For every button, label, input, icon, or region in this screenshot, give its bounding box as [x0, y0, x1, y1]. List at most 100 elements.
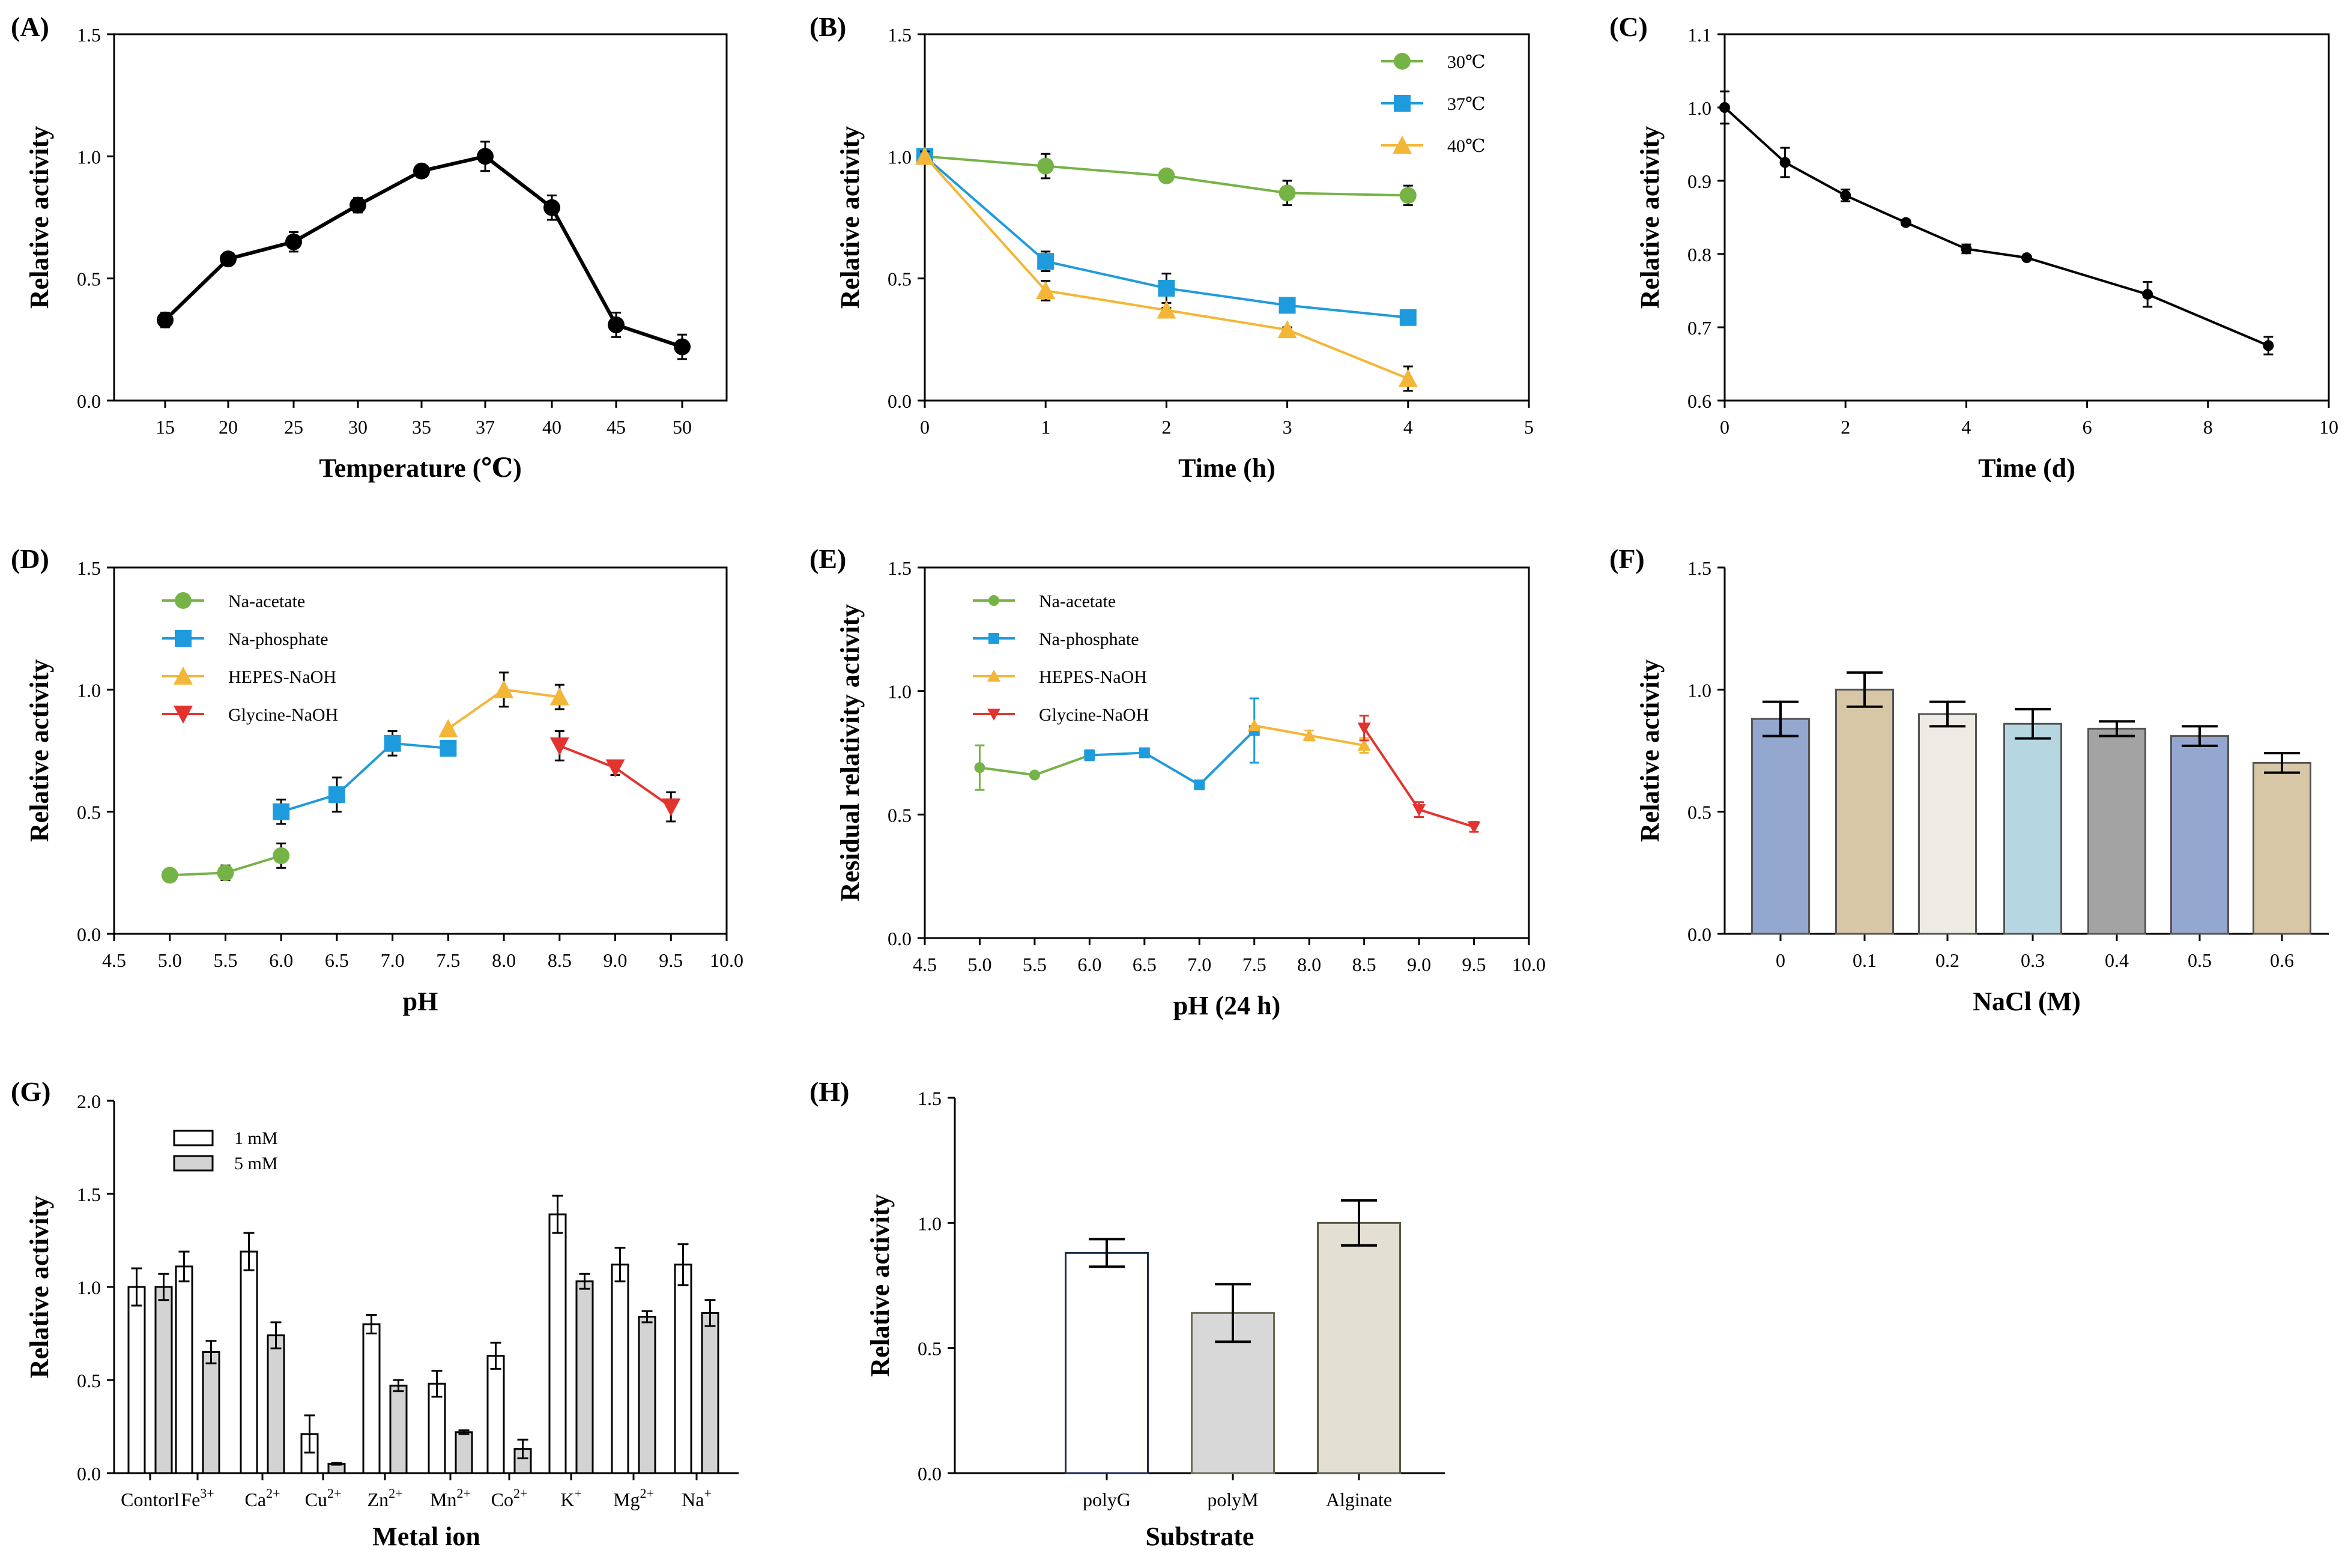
x-tick-label: 0.3: [2021, 949, 2045, 971]
data-point: [494, 680, 514, 698]
series-2: [1247, 719, 1371, 754]
x-tick-label: 2: [1161, 416, 1171, 438]
y-tick-label: 1.5: [77, 557, 101, 579]
ion-symbol: Cu: [305, 1489, 327, 1510]
panel-d: (D) 0.0 0.5 1.0 1.5 4.5 5.0 5.5 6.0 6.5 7.0 7.5 8.0 8…: [11, 543, 743, 1016]
data-point: [1357, 739, 1371, 751]
x-tick-label: Zn2+: [368, 1486, 403, 1510]
x-tick-label: 2: [1841, 416, 1850, 438]
x-tick-label: 9.0: [1407, 954, 1431, 975]
y-tick-label: 0.5: [1687, 802, 1711, 823]
y-tick-label: 0.5: [77, 802, 101, 823]
y-tick-label: 0.0: [77, 924, 101, 945]
y-tick-label: 2.0: [77, 1091, 101, 1112]
error-bar: [243, 1232, 255, 1271]
legend-label: Na-phosphate: [228, 629, 328, 649]
series-1: [1084, 697, 1260, 790]
bar: [455, 1431, 473, 1474]
x-tick-label: Contorl: [121, 1489, 180, 1510]
x-tick-label: 5.0: [158, 949, 182, 971]
error-bar: [131, 1267, 142, 1307]
x-tick-label: Mg2+: [613, 1486, 654, 1510]
x-tick-label: 45: [607, 416, 626, 438]
bar: [1317, 1221, 1401, 1474]
panel-label: (C): [1609, 11, 1648, 42]
legend: Na-acetate Na-phosphate HEPES-NaOH Glycine-…: [162, 592, 338, 725]
y-tick-label: 0.0: [77, 390, 101, 412]
legend-marker: [174, 706, 193, 724]
x-tick-label: 10.0: [710, 949, 743, 971]
x-tick-label: 6.0: [269, 949, 293, 971]
data-point: [1412, 804, 1426, 817]
y-tick-label: 1.1: [1687, 24, 1711, 46]
bar: [202, 1351, 220, 1474]
data-point: [608, 316, 625, 333]
x-tick-label: 7.5: [1242, 954, 1266, 975]
x-tick-label: 7.5: [436, 949, 460, 971]
data-point: [2263, 340, 2274, 351]
bar: [575, 1280, 594, 1474]
bar: [1751, 718, 1810, 935]
ion-charge: 2+: [389, 1486, 402, 1501]
ion-symbol: Mn: [430, 1489, 456, 1510]
panel-e: (E) 0.0 0.5 1.0 1.5 4.5 5.0 5.5 6.0 6.5 7.0 7.5 8.0 8…: [809, 543, 1546, 1020]
bar: [701, 1312, 719, 1474]
bar: [240, 1250, 258, 1474]
legend: 1 mM 5 mM: [173, 1128, 278, 1173]
x-tick-label: 8.0: [1297, 954, 1321, 975]
data-point: [974, 762, 985, 773]
x-tick-label: 0.1: [1853, 949, 1877, 971]
series-3: [549, 730, 681, 823]
legend-marker: [174, 667, 193, 685]
x-tick-label: 0.4: [2105, 949, 2129, 971]
error-bar: [490, 1342, 501, 1370]
y-tick-label: 0.0: [918, 1463, 942, 1485]
x-tick-label: polyM: [1207, 1489, 1258, 1510]
series-0: [157, 141, 691, 360]
x-tick-label: 15: [156, 416, 175, 438]
plot-frame: [113, 566, 728, 935]
ion-charge: +: [704, 1486, 711, 1501]
legend-marker: [987, 709, 1000, 721]
bar: [1835, 688, 1894, 935]
data-point: [1158, 279, 1175, 297]
ion-charge: 3+: [200, 1486, 214, 1501]
legend-marker: [175, 630, 192, 647]
x-tick-label: 8.5: [1352, 954, 1376, 975]
error-bar: [677, 1243, 689, 1286]
error-bar: [158, 1273, 169, 1301]
x-tick-label: 0: [1776, 949, 1785, 971]
error-bar: [366, 1314, 377, 1334]
x-tick-label: 40: [542, 416, 561, 438]
x-tick-label: Cu2+: [305, 1486, 342, 1510]
legend-marker: [1394, 53, 1411, 70]
x-tick-label: 20: [219, 416, 238, 438]
x-tick-label: 1: [1041, 416, 1050, 438]
x-tick-label: 8.0: [492, 949, 516, 971]
bar: [389, 1384, 408, 1474]
x-tick-label: 6.5: [325, 949, 349, 971]
y-tick-label: 0.9: [1687, 171, 1711, 192]
data-point: [1357, 722, 1371, 735]
panel-label: (F): [1609, 543, 1645, 574]
error-bar: [205, 1340, 217, 1364]
y-tick-label: 1.5: [77, 1184, 101, 1205]
bar: [127, 1286, 146, 1474]
error-bar: [1341, 1199, 1377, 1247]
data-point: [477, 148, 494, 165]
bar: [1918, 713, 1977, 935]
x-tick-label: Mn2+: [430, 1486, 471, 1510]
x-tick-label: K+: [560, 1486, 582, 1510]
y-tick-label: 1.0: [918, 1212, 942, 1234]
y-tick-label: 0.0: [888, 928, 912, 949]
data-point: [661, 798, 681, 817]
panel-label: (G): [11, 1076, 50, 1107]
x-tick-label: 3: [1283, 416, 1292, 438]
series-line: [1089, 730, 1256, 787]
x-axis-label: Metal ion: [372, 1522, 480, 1551]
data-point: [273, 803, 290, 820]
y-tick-label: 0.0: [77, 1463, 101, 1485]
panel-a: (A) 0.0 0.5 1.0 1.5 15 20 25 30 35 37 40 45 50 Tempera…: [11, 11, 728, 483]
